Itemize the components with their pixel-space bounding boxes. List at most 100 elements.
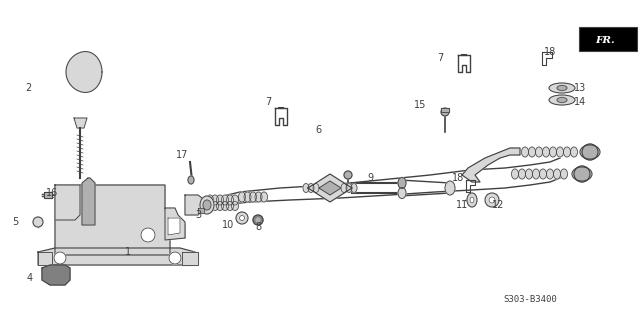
Ellipse shape bbox=[227, 195, 234, 205]
Text: 9: 9 bbox=[367, 173, 373, 183]
Text: 2: 2 bbox=[25, 83, 31, 93]
Polygon shape bbox=[55, 185, 185, 255]
Polygon shape bbox=[66, 52, 102, 93]
Ellipse shape bbox=[227, 202, 234, 211]
Polygon shape bbox=[38, 252, 52, 265]
Ellipse shape bbox=[549, 95, 575, 105]
Ellipse shape bbox=[253, 215, 263, 225]
Ellipse shape bbox=[557, 147, 563, 157]
Ellipse shape bbox=[188, 176, 194, 184]
Ellipse shape bbox=[244, 192, 251, 202]
Text: 18: 18 bbox=[452, 173, 464, 183]
Text: 15: 15 bbox=[414, 100, 426, 110]
Ellipse shape bbox=[398, 188, 406, 198]
Polygon shape bbox=[462, 148, 520, 182]
Text: 12: 12 bbox=[492, 200, 504, 210]
Ellipse shape bbox=[441, 108, 449, 116]
Circle shape bbox=[169, 252, 181, 264]
Ellipse shape bbox=[470, 197, 474, 203]
Text: 5: 5 bbox=[12, 217, 18, 227]
Ellipse shape bbox=[511, 169, 518, 179]
Ellipse shape bbox=[525, 169, 532, 179]
Ellipse shape bbox=[522, 147, 529, 157]
Polygon shape bbox=[185, 195, 202, 215]
Polygon shape bbox=[198, 208, 204, 213]
Polygon shape bbox=[42, 265, 70, 285]
Ellipse shape bbox=[346, 183, 352, 192]
Ellipse shape bbox=[308, 183, 314, 192]
Circle shape bbox=[141, 228, 155, 242]
Ellipse shape bbox=[557, 85, 567, 91]
Text: 4: 4 bbox=[27, 273, 33, 283]
Ellipse shape bbox=[216, 195, 223, 205]
Polygon shape bbox=[319, 181, 341, 195]
Ellipse shape bbox=[536, 147, 543, 157]
Ellipse shape bbox=[216, 202, 223, 211]
Ellipse shape bbox=[485, 193, 499, 207]
Ellipse shape bbox=[236, 212, 248, 224]
Ellipse shape bbox=[207, 195, 214, 205]
Ellipse shape bbox=[232, 195, 239, 205]
Ellipse shape bbox=[532, 169, 540, 179]
Ellipse shape bbox=[221, 202, 228, 211]
Polygon shape bbox=[168, 218, 180, 235]
Ellipse shape bbox=[540, 169, 547, 179]
Text: 10: 10 bbox=[222, 220, 234, 230]
Ellipse shape bbox=[250, 192, 257, 202]
Ellipse shape bbox=[563, 147, 570, 157]
Text: 1: 1 bbox=[125, 247, 131, 257]
Ellipse shape bbox=[445, 181, 455, 195]
Ellipse shape bbox=[580, 145, 600, 159]
Circle shape bbox=[582, 144, 598, 160]
Ellipse shape bbox=[549, 83, 575, 93]
Ellipse shape bbox=[221, 195, 228, 205]
Ellipse shape bbox=[344, 171, 352, 179]
Polygon shape bbox=[82, 178, 95, 225]
Ellipse shape bbox=[255, 192, 262, 202]
Text: 13: 13 bbox=[574, 83, 586, 93]
Text: 7: 7 bbox=[265, 97, 271, 107]
Circle shape bbox=[54, 252, 66, 264]
Text: 16: 16 bbox=[46, 188, 58, 198]
Text: 18: 18 bbox=[544, 47, 556, 57]
Ellipse shape bbox=[489, 197, 495, 203]
Text: 3: 3 bbox=[195, 210, 201, 220]
Text: 11: 11 bbox=[456, 200, 468, 210]
Text: 17: 17 bbox=[176, 150, 188, 160]
Polygon shape bbox=[74, 118, 87, 128]
Ellipse shape bbox=[313, 183, 319, 192]
Ellipse shape bbox=[547, 169, 554, 179]
Ellipse shape bbox=[529, 147, 536, 157]
Ellipse shape bbox=[239, 216, 244, 220]
Polygon shape bbox=[55, 185, 80, 220]
Ellipse shape bbox=[467, 193, 477, 207]
Polygon shape bbox=[38, 248, 195, 265]
Polygon shape bbox=[441, 108, 449, 112]
Ellipse shape bbox=[561, 169, 568, 179]
Ellipse shape bbox=[554, 169, 561, 179]
Ellipse shape bbox=[550, 147, 557, 157]
Polygon shape bbox=[182, 252, 198, 265]
Circle shape bbox=[574, 166, 590, 182]
Ellipse shape bbox=[232, 202, 239, 211]
Ellipse shape bbox=[570, 147, 577, 157]
Polygon shape bbox=[165, 208, 185, 240]
Ellipse shape bbox=[557, 98, 567, 102]
FancyBboxPatch shape bbox=[579, 27, 637, 51]
Ellipse shape bbox=[398, 177, 406, 189]
Ellipse shape bbox=[543, 147, 550, 157]
Ellipse shape bbox=[211, 195, 218, 205]
Ellipse shape bbox=[351, 183, 357, 192]
Text: S303-B3400: S303-B3400 bbox=[503, 295, 557, 305]
Ellipse shape bbox=[341, 183, 347, 192]
Ellipse shape bbox=[572, 167, 592, 181]
Ellipse shape bbox=[207, 202, 214, 211]
Text: 14: 14 bbox=[574, 97, 586, 107]
Ellipse shape bbox=[211, 202, 218, 211]
Ellipse shape bbox=[260, 192, 268, 202]
Ellipse shape bbox=[239, 192, 246, 202]
Ellipse shape bbox=[200, 196, 214, 214]
Polygon shape bbox=[44, 192, 52, 198]
Polygon shape bbox=[308, 174, 352, 202]
Ellipse shape bbox=[203, 200, 211, 210]
